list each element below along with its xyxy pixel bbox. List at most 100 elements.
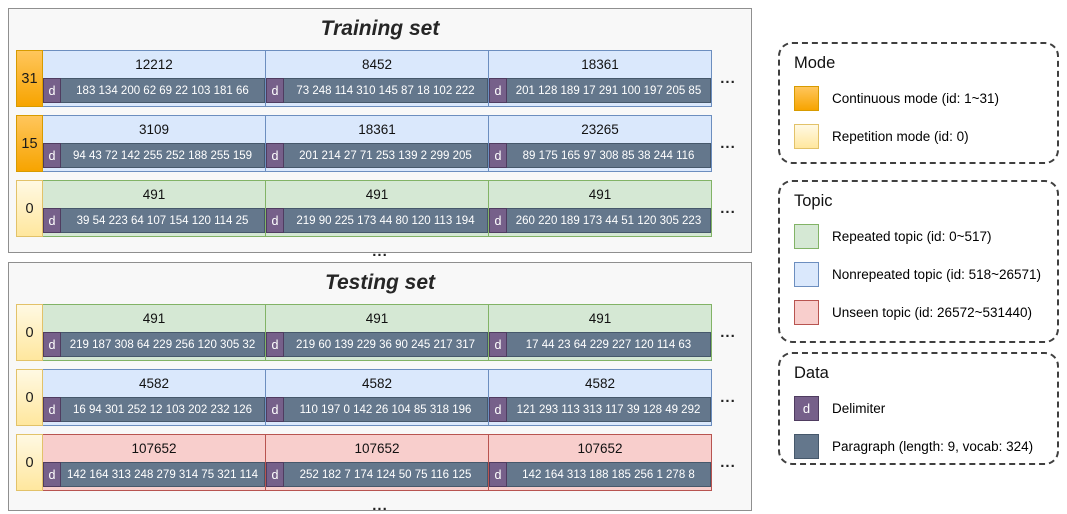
mode-id-cell: 0 <box>16 304 43 361</box>
data-strip: d 142 164 313 188 185 256 1 278 8 <box>489 462 711 487</box>
testing-rows: 0 491 d 219 187 308 64 229 256 120 305 3… <box>9 299 751 491</box>
legend-data-box: Data d Delimiter Paragraph (length: 9, v… <box>778 352 1059 465</box>
topic-segment: 3109 d 94 43 72 142 255 252 188 255 159 <box>42 115 266 172</box>
data-strip: d 121 293 113 313 117 39 128 49 292 <box>489 397 711 422</box>
topic-segment: 107652 d 142 164 313 248 279 314 75 321 … <box>42 434 266 491</box>
delimiter-cell: d <box>489 397 507 422</box>
topic-id: 107652 <box>577 441 623 456</box>
delimiter-cell: d <box>266 332 284 357</box>
paragraph-tokens: 73 248 114 310 145 87 18 102 222 <box>284 78 488 103</box>
legend-label: Continuous mode (id: 1~31) <box>832 91 999 106</box>
legend-topic-title: Topic <box>794 192 833 210</box>
topic-segment: 4582 d 110 197 0 142 26 104 85 318 196 <box>265 369 489 426</box>
data-strip: d 94 43 72 142 255 252 188 255 159 <box>43 143 265 168</box>
data-strip: d 142 164 313 248 279 314 75 321 114 <box>43 462 265 487</box>
paragraph-tokens: 260 220 189 173 44 51 120 305 223 <box>507 208 711 233</box>
topic-id: 491 <box>142 311 166 326</box>
paragraph-tokens: 142 164 313 248 279 314 75 321 114 <box>61 462 265 487</box>
topic-id: 491 <box>142 187 166 202</box>
training-row-1: 31 12212 d 183 134 200 62 69 22 103 181 … <box>16 50 744 107</box>
data-strip: d 39 54 223 64 107 154 120 114 25 <box>43 208 265 233</box>
delimiter-cell: d <box>489 208 507 233</box>
legend-item-nonrepeated-topic: Nonrepeated topic (id: 518~26571) <box>794 262 1043 287</box>
paragraph-tokens: 219 187 308 64 229 256 120 305 32 <box>61 332 265 357</box>
topic-segment: 18361 d 201 128 189 17 291 100 197 205 8… <box>488 50 712 107</box>
delimiter-cell: d <box>43 143 61 168</box>
paragraph-tokens: 121 293 113 313 117 39 128 49 292 <box>507 397 711 422</box>
continuous-mode-swatch <box>794 86 819 111</box>
paragraph-swatch <box>794 434 819 459</box>
paragraph-tokens: 39 54 223 64 107 154 120 114 25 <box>61 208 265 233</box>
data-strip: d 201 128 189 17 291 100 197 205 85 <box>489 78 711 103</box>
delimiter-cell: d <box>489 462 507 487</box>
paragraph-tokens: 252 182 7 174 124 50 75 116 125 <box>284 462 488 487</box>
mode-id-cell: 0 <box>16 180 43 237</box>
paragraph-tokens: 17 44 23 64 229 227 120 114 63 <box>507 332 711 357</box>
training-rows: 31 12212 d 183 134 200 62 69 22 103 181 … <box>9 45 751 237</box>
topic-segment: 4582 d 16 94 301 252 12 103 202 232 126 <box>42 369 266 426</box>
segments: 12212 d 183 134 200 62 69 22 103 181 66 … <box>42 50 712 107</box>
row-ellipsis: ... <box>720 324 736 341</box>
data-strip: d 17 44 23 64 229 227 120 114 63 <box>489 332 711 357</box>
data-strip: d 260 220 189 173 44 51 120 305 223 <box>489 208 711 233</box>
topic-id: 23265 <box>581 122 619 137</box>
topic-segment: 491 d 260 220 189 173 44 51 120 305 223 <box>488 180 712 237</box>
delimiter-cell: d <box>266 462 284 487</box>
topic-id: 491 <box>365 187 389 202</box>
topic-segment: 8452 d 73 248 114 310 145 87 18 102 222 <box>265 50 489 107</box>
delimiter-swatch: d <box>794 396 819 421</box>
legend-item-repeated-topic: Repeated topic (id: 0~517) <box>794 224 1043 249</box>
delimiter-cell: d <box>43 208 61 233</box>
data-strip: d 201 214 27 71 253 139 2 299 205 <box>266 143 488 168</box>
segments: 491 d 39 54 223 64 107 154 120 114 25 49… <box>42 180 712 237</box>
data-strip: d 110 197 0 142 26 104 85 318 196 <box>266 397 488 422</box>
testing-set-title: Testing set <box>324 271 436 294</box>
nonrepeated-topic-swatch <box>794 262 819 287</box>
delimiter-cell: d <box>43 397 61 422</box>
segments: 3109 d 94 43 72 142 255 252 188 255 159 … <box>42 115 712 172</box>
topic-segment: 491 d 219 187 308 64 229 256 120 305 32 <box>42 304 266 361</box>
topic-segment: 23265 d 89 175 165 97 308 85 38 244 116 <box>488 115 712 172</box>
data-strip: d 73 248 114 310 145 87 18 102 222 <box>266 78 488 103</box>
topic-segment: 12212 d 183 134 200 62 69 22 103 181 66 <box>42 50 266 107</box>
paragraph-tokens: 219 90 225 173 44 80 120 113 194 <box>284 208 488 233</box>
topic-id: 12212 <box>135 57 173 72</box>
training-set-title: Training set <box>320 17 440 40</box>
topic-segment: 107652 d 142 164 313 188 185 256 1 278 8 <box>488 434 712 491</box>
paragraph-tokens: 89 175 165 97 308 85 38 244 116 <box>507 143 711 168</box>
data-strip: d 219 187 308 64 229 256 120 305 32 <box>43 332 265 357</box>
testing-row-3: 0 107652 d 142 164 313 248 279 314 75 32… <box>16 434 744 491</box>
legend-mode-box: Mode Continuous mode (id: 1~31) Repetiti… <box>778 42 1059 164</box>
delimiter-cell: d <box>266 397 284 422</box>
paragraph-tokens: 142 164 313 188 185 256 1 278 8 <box>507 462 711 487</box>
legend-item-continuous-mode: Continuous mode (id: 1~31) <box>794 86 1043 111</box>
row-ellipsis: ... <box>720 135 736 152</box>
topic-id: 107652 <box>354 441 400 456</box>
topic-segment: 107652 d 252 182 7 174 124 50 75 116 125 <box>265 434 489 491</box>
delimiter-cell: d <box>489 143 507 168</box>
delimiter-cell: d <box>489 332 507 357</box>
row-ellipsis: ... <box>720 389 736 406</box>
segments: 4582 d 16 94 301 252 12 103 202 232 126 … <box>42 369 712 426</box>
repetition-mode-swatch <box>794 124 819 149</box>
testing-row-2: 0 4582 d 16 94 301 252 12 103 202 232 12… <box>16 369 744 426</box>
unseen-topic-swatch <box>794 300 819 325</box>
data-strip: d 183 134 200 62 69 22 103 181 66 <box>43 78 265 103</box>
legend-topic-box: Topic Repeated topic (id: 0~517) Nonrepe… <box>778 180 1059 343</box>
mode-id-cell: 31 <box>16 50 43 107</box>
topic-id: 491 <box>588 311 612 326</box>
legend-label: Paragraph (length: 9, vocab: 324) <box>832 439 1034 454</box>
topic-segment: 491 d 17 44 23 64 229 227 120 114 63 <box>488 304 712 361</box>
topic-id: 491 <box>588 187 612 202</box>
topic-id: 4582 <box>138 376 170 391</box>
legend-item-paragraph: Paragraph (length: 9, vocab: 324) <box>794 434 1043 459</box>
data-strip: d 16 94 301 252 12 103 202 232 126 <box>43 397 265 422</box>
topic-id: 491 <box>365 311 389 326</box>
paragraph-tokens: 183 134 200 62 69 22 103 181 66 <box>61 78 265 103</box>
delimiter-cell: d <box>43 332 61 357</box>
row-ellipsis: ... <box>720 454 736 471</box>
panel-ellipsis: ... <box>372 243 388 260</box>
legend-label: Unseen topic (id: 26572~531440) <box>832 305 1033 320</box>
paragraph-tokens: 201 214 27 71 253 139 2 299 205 <box>284 143 488 168</box>
